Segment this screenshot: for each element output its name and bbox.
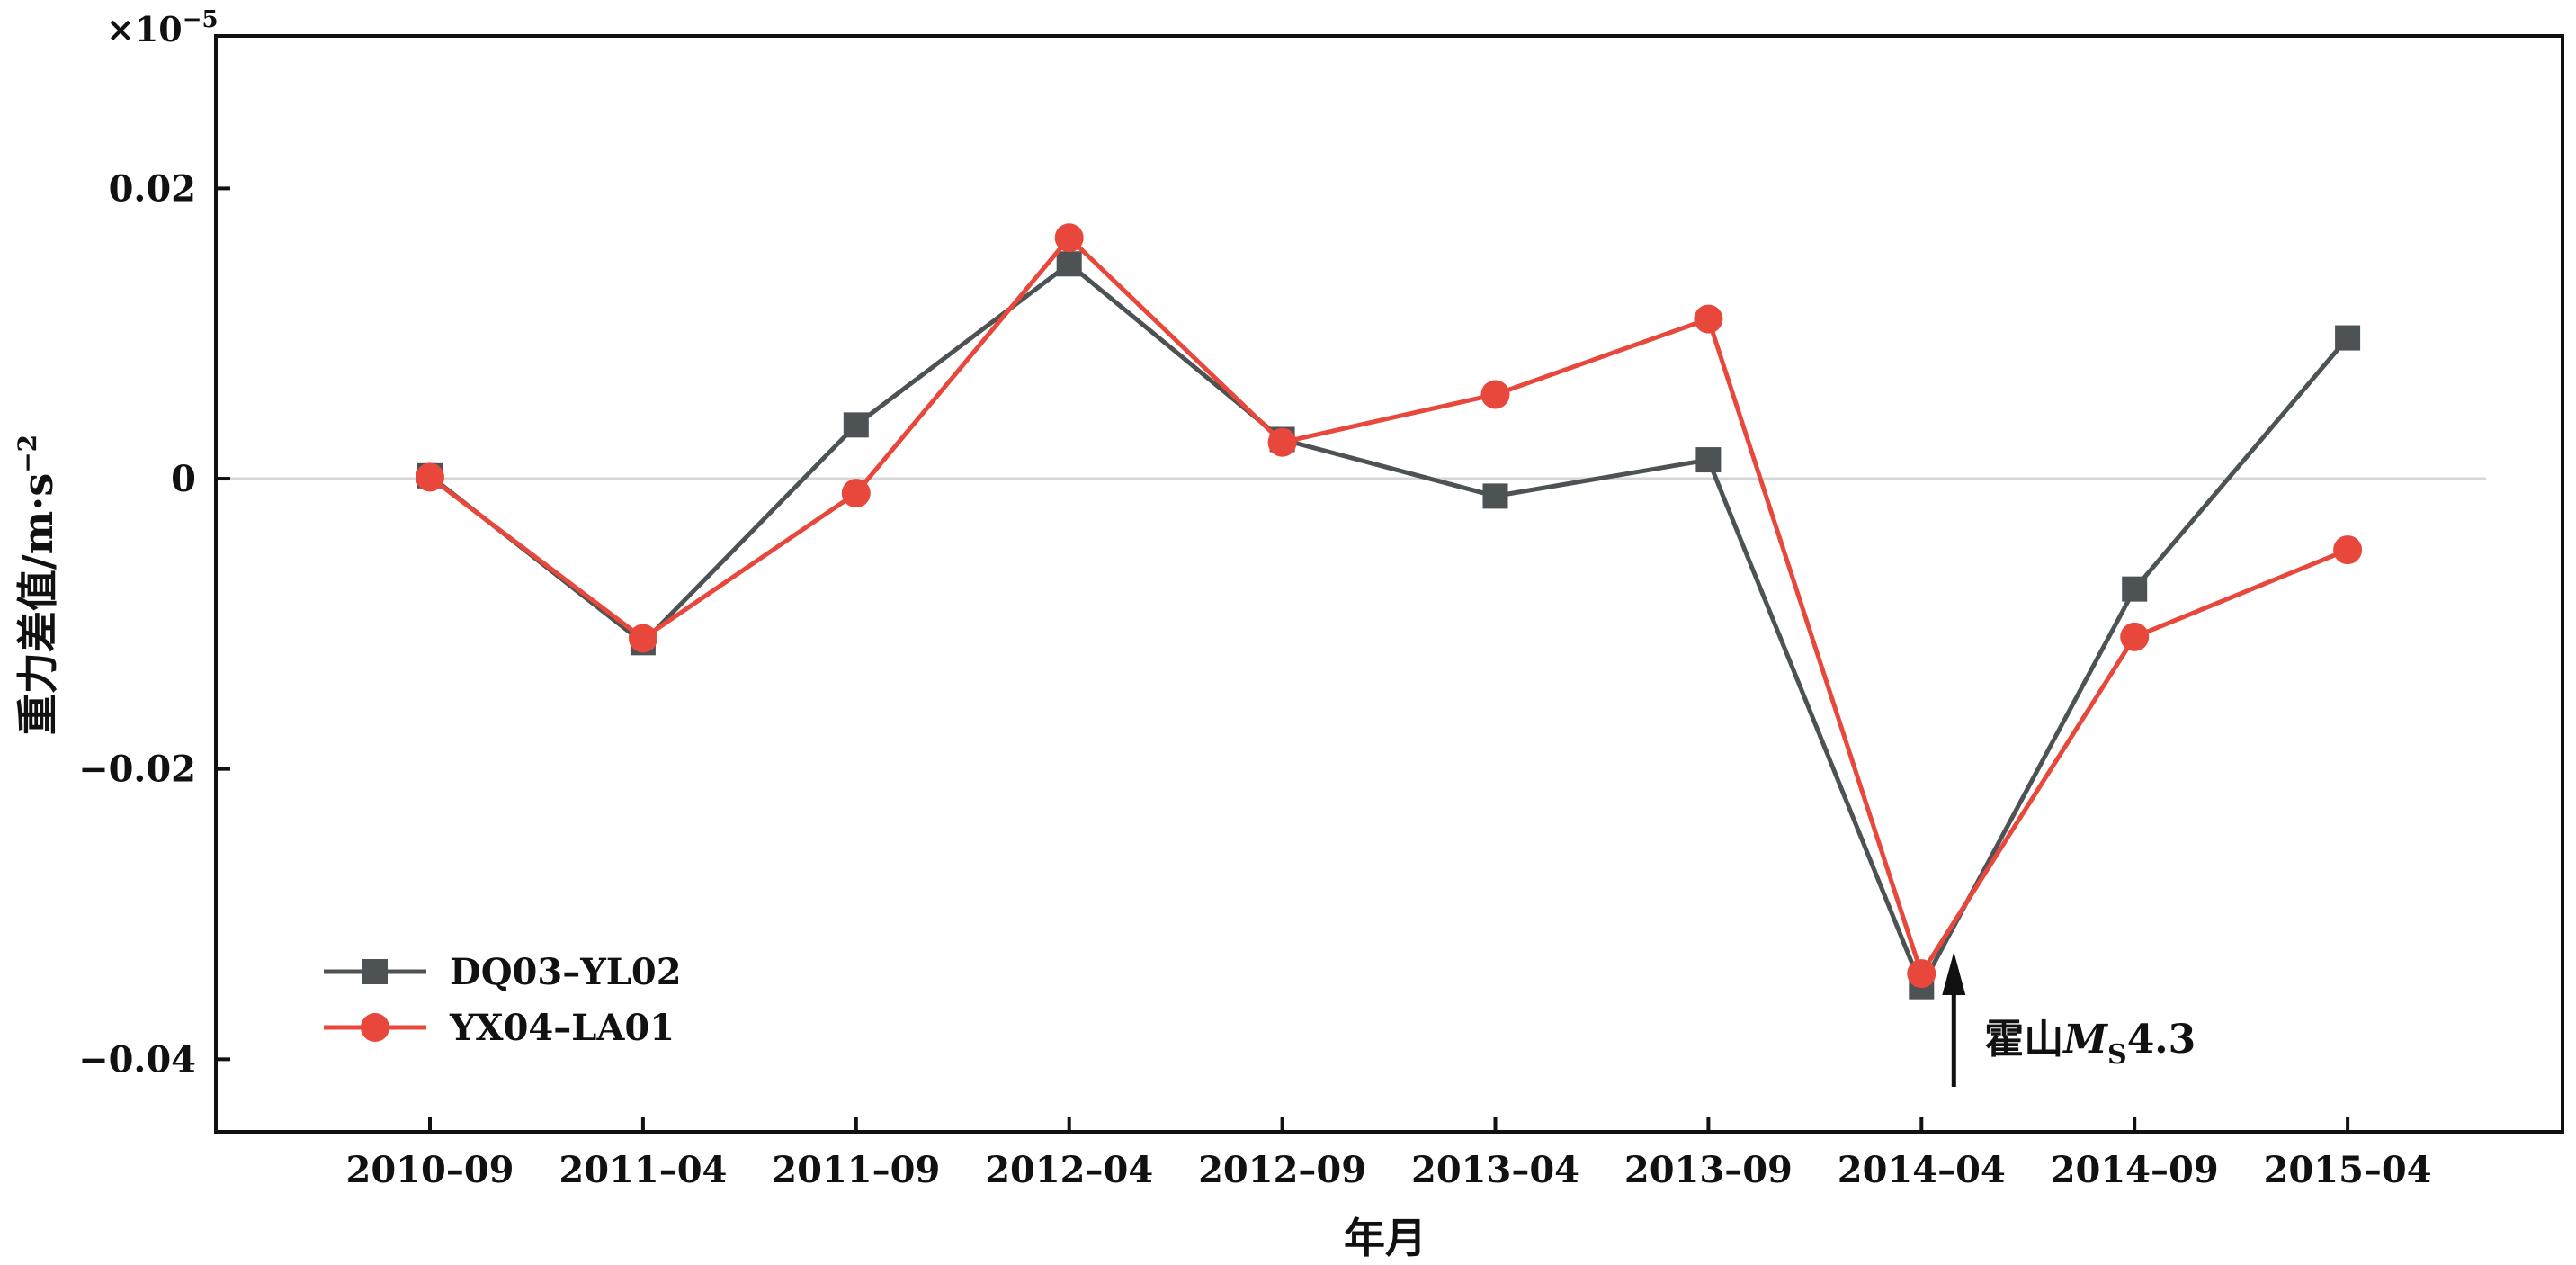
legend-label: YX04–LA01 xyxy=(449,1007,675,1049)
annotation-arrow-head xyxy=(1942,952,1966,995)
y-scale-label: ×10−5 xyxy=(106,6,219,49)
x-axis: 2010–09 2011–04 2011–09 2012–04 2012–09 2013–… xyxy=(346,1117,2432,1191)
y-tick-label: 0 xyxy=(171,458,196,500)
plot-frame xyxy=(214,34,2564,1134)
data-point xyxy=(361,1013,389,1042)
x-tick-label: 2013–09 xyxy=(1624,1149,1793,1191)
data-point xyxy=(1267,427,1297,457)
series-line xyxy=(428,261,2350,990)
annotation-label-main: 霍山 xyxy=(1984,1017,2063,1063)
annotation-label: 霍山MS4.3 xyxy=(1984,1017,2196,1071)
annotation-label-sub: S xyxy=(2107,1039,2127,1071)
series-1 xyxy=(417,251,2361,1000)
y-axis: 0.02 0 −0.02 −0.04 xyxy=(78,167,230,1081)
legend-item: YX04–LA01 xyxy=(324,1007,675,1049)
y-scale-prefix: ×10 xyxy=(106,9,183,49)
x-tick-label: 2012–04 xyxy=(985,1149,1153,1191)
series-line xyxy=(428,235,2349,976)
y-tick-label: −0.04 xyxy=(78,1038,196,1081)
x-tick-label: 2012–09 xyxy=(1198,1149,1366,1191)
annotation-label-italic: M xyxy=(2062,1017,2108,1063)
x-tick-label: 2011–09 xyxy=(772,1149,940,1191)
x-axis-title: 年月 xyxy=(1344,1214,1427,1262)
x-tick-label: 2010–09 xyxy=(346,1149,514,1191)
series-layer xyxy=(416,223,2363,1000)
data-point xyxy=(2122,576,2148,602)
y-scale-exponent: −5 xyxy=(183,6,219,33)
x-tick-label: 2014–09 xyxy=(2051,1149,2219,1191)
legend-label: DQ03–YL02 xyxy=(450,951,682,993)
y-axis-title-main: 重力差值/m·s xyxy=(13,473,62,735)
legend: DQ03–YL02 YX04–LA01 xyxy=(324,951,682,1049)
y-axis-title: 重力差值/m·s−2 xyxy=(13,435,62,735)
legend-item: DQ03–YL02 xyxy=(324,951,682,993)
data-point xyxy=(416,462,444,492)
x-tick-label: 2011–04 xyxy=(559,1149,727,1191)
data-point xyxy=(2333,535,2363,565)
series-2 xyxy=(416,223,2363,989)
annotation-label-tail: 4.3 xyxy=(2127,1017,2196,1063)
data-point xyxy=(628,624,657,653)
data-point xyxy=(362,959,388,984)
data-point xyxy=(1056,251,1082,277)
data-point xyxy=(843,412,869,438)
y-tick-label: −0.02 xyxy=(78,749,196,791)
annotation-earthquake: 霍山MS4.3 xyxy=(1942,952,2196,1087)
data-point xyxy=(2335,325,2361,351)
x-tick-label: 2013–04 xyxy=(1411,1149,1579,1191)
y-tick-label: 0.02 xyxy=(109,167,196,210)
data-point xyxy=(1482,483,1508,509)
y-axis-title-exponent: −2 xyxy=(13,435,42,473)
data-point xyxy=(1695,447,1722,473)
x-tick-label: 2015–04 xyxy=(2264,1149,2432,1191)
data-point xyxy=(2120,622,2150,651)
data-point xyxy=(1694,304,1723,334)
data-point xyxy=(841,479,871,508)
data-point xyxy=(1480,380,1510,409)
x-tick-label: 2014–04 xyxy=(1838,1149,2006,1191)
data-point xyxy=(1054,223,1084,253)
data-point xyxy=(1907,959,1936,989)
